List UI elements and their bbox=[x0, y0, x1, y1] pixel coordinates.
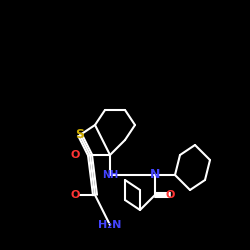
Text: O: O bbox=[70, 150, 80, 160]
Text: NH: NH bbox=[102, 170, 118, 180]
Text: O: O bbox=[70, 190, 80, 200]
Text: N: N bbox=[150, 168, 160, 181]
Text: O: O bbox=[165, 190, 175, 200]
Text: S: S bbox=[76, 128, 84, 141]
Text: H₂N: H₂N bbox=[98, 220, 122, 230]
